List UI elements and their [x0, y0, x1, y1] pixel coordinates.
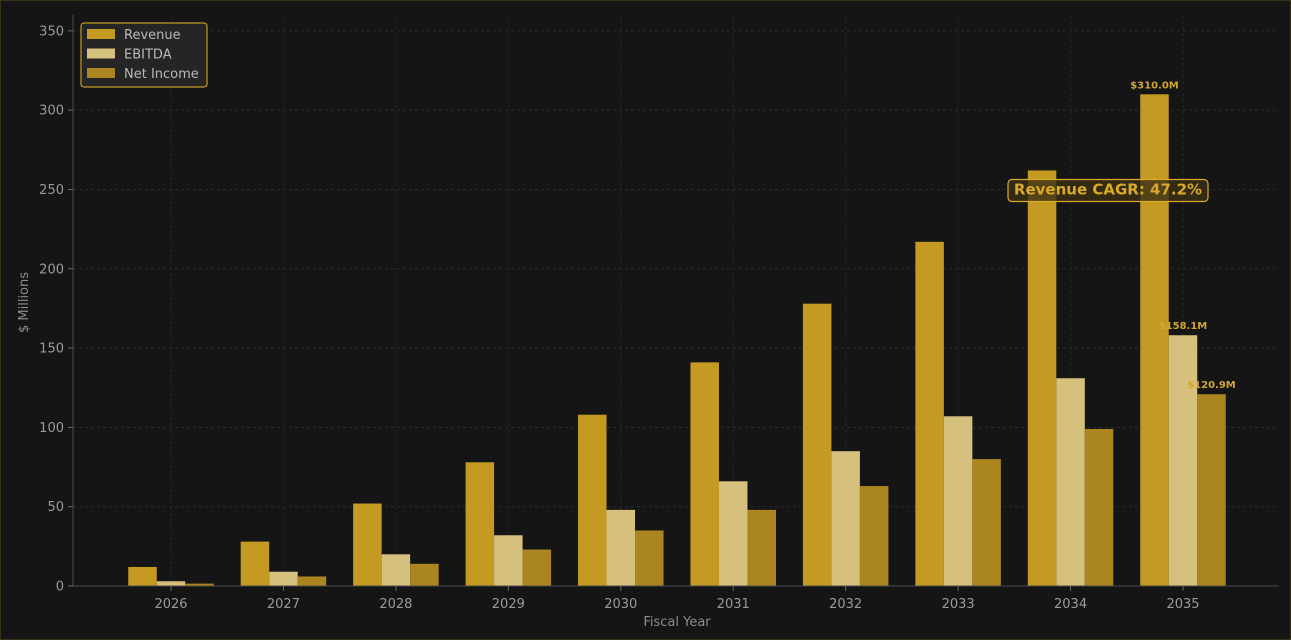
bar-ebitda-2035: [1168, 335, 1198, 586]
cagr-annotation-text: Revenue CAGR: 47.2%: [1014, 180, 1202, 198]
legend-swatch-net-income: [87, 68, 115, 78]
legend-swatch-revenue: [87, 29, 115, 39]
y-tick-label: 200: [39, 262, 64, 277]
bar-revenue-2035: [1140, 94, 1169, 587]
bar-revenue-2033: [915, 241, 944, 586]
data-label-net-income: $120.9M: [1187, 380, 1236, 391]
bar-net-income-2029: [522, 549, 552, 586]
data-labels: $310.0M $158.1M $120.9M: [1130, 80, 1236, 391]
y-tick-labels: 0 50 100 150 200 250 300 350: [39, 24, 73, 595]
bar-ebitda-2030: [606, 509, 636, 586]
bar-revenue-2030: [578, 414, 607, 586]
bar-revenue-2031: [690, 362, 719, 586]
bar-net-income-2034: [1084, 428, 1114, 586]
bar-revenue-2026: [128, 566, 157, 586]
bar-revenue-2029: [465, 462, 495, 586]
y-tick-label: 350: [39, 24, 64, 39]
x-tick-label: 2033: [942, 597, 975, 612]
y-axis-label: $ Millions: [17, 272, 32, 333]
x-tick-label: 2028: [379, 597, 412, 612]
bar-ebitda-2026: [156, 581, 186, 586]
bars: [128, 94, 1226, 587]
x-tick-label: 2034: [1054, 597, 1087, 612]
y-tick-label: 300: [39, 104, 64, 119]
x-tick-label: 2026: [154, 597, 187, 612]
x-tick-label: 2031: [717, 597, 750, 612]
bar-revenue-2032: [802, 303, 832, 586]
legend-items: Revenue EBITDA Net Income: [87, 28, 199, 82]
y-tick-label: 150: [39, 342, 64, 357]
x-tick-label: 2032: [829, 597, 862, 612]
bar-net-income-2031: [747, 509, 776, 586]
legend-label-net-income: Net Income: [124, 67, 199, 82]
data-label-revenue: $310.0M: [1130, 80, 1179, 91]
bar-revenue-2027: [240, 541, 270, 586]
y-tick-label: 50: [47, 500, 64, 515]
bar-ebitda-2034: [1056, 378, 1085, 586]
x-tick-label: 2035: [1166, 597, 1199, 612]
data-label-ebitda: $158.1M: [1159, 321, 1208, 332]
y-tick-label: 250: [39, 183, 64, 198]
bar-revenue-2028: [353, 503, 382, 586]
y-tick-label: 0: [56, 580, 64, 595]
bar-ebitda-2031: [718, 481, 748, 586]
bar-net-income-2033: [972, 459, 1001, 586]
x-tick-label: 2029: [492, 597, 525, 612]
legend-swatch-ebitda: [87, 48, 115, 59]
legend-label-ebitda: EBITDA: [124, 48, 172, 63]
x-axis-label: Fiscal Year: [643, 615, 711, 630]
x-tick-labels: 2026 2027 2028 2029 2030 2031 2032 2033 2034 2035: [154, 586, 1200, 612]
legend-label-revenue: Revenue: [124, 28, 181, 43]
y-tick-label: 100: [39, 421, 64, 436]
bar-net-income-2028: [410, 563, 439, 586]
bar-net-income-2027: [297, 576, 327, 586]
cagr-annotation: Revenue CAGR: 47.2%: [1007, 178, 1209, 203]
bar-ebitda-2033: [943, 416, 973, 586]
bar-net-income-2035: [1197, 394, 1226, 586]
x-tick-label: 2027: [267, 597, 300, 612]
bar-revenue-2034: [1027, 170, 1057, 586]
bar-ebitda-2029: [494, 535, 523, 586]
legend: Revenue EBITDA Net Income: [80, 22, 208, 88]
x-tick-label: 2030: [604, 597, 637, 612]
bar-net-income-2026: [185, 583, 214, 586]
cagr-annotation-box: [1007, 178, 1209, 203]
bar-ebitda-2027: [269, 571, 298, 586]
bar-net-income-2030: [635, 530, 664, 586]
bar-ebitda-2028: [381, 554, 411, 586]
bar-net-income-2032: [859, 486, 889, 586]
bar-ebitda-2032: [831, 451, 860, 586]
